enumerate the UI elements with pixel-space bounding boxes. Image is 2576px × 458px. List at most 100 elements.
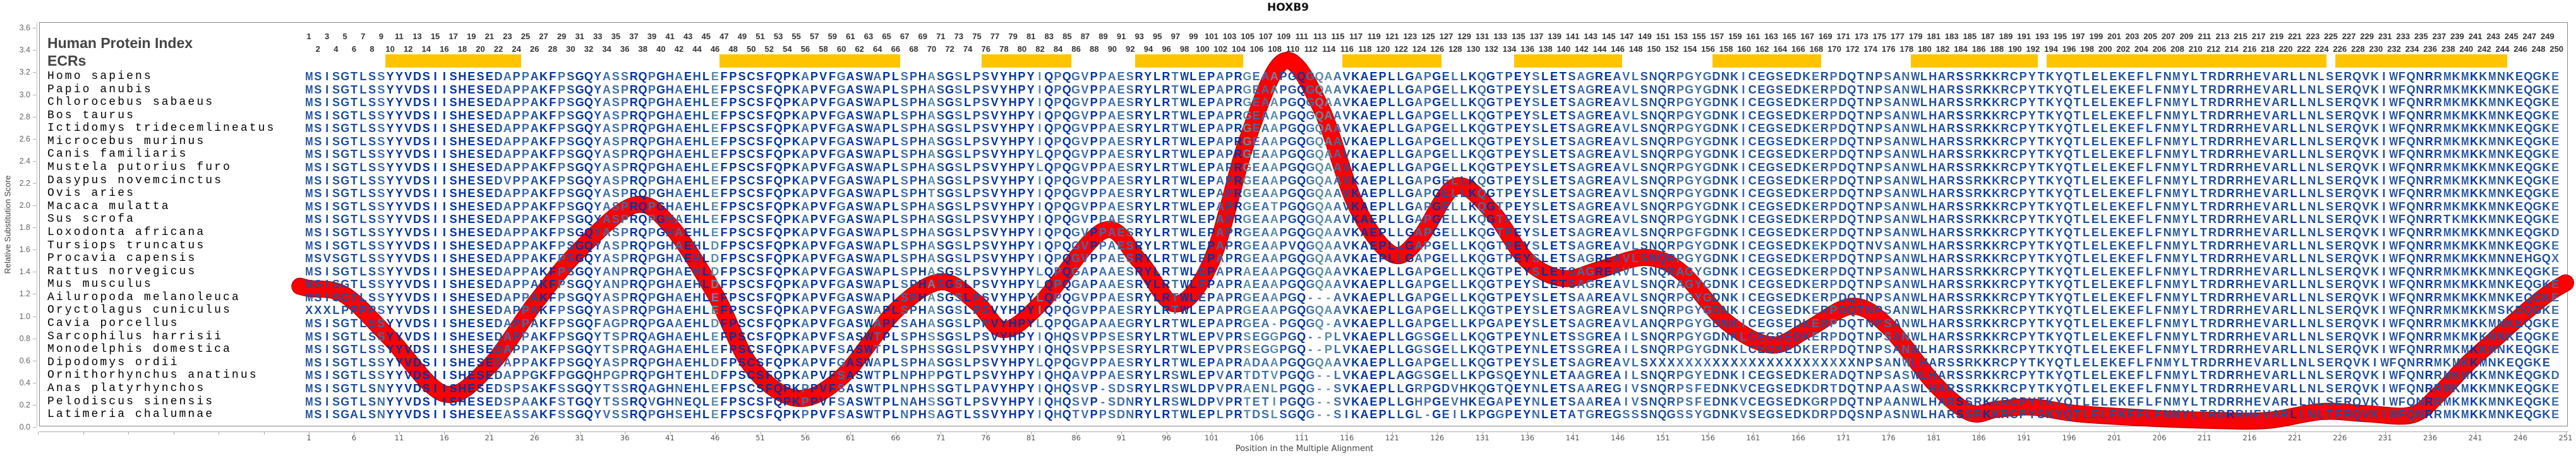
residue: T — [2073, 226, 2081, 239]
residue: N — [2496, 174, 2505, 187]
residue: M — [2443, 226, 2452, 239]
residue: A — [1261, 278, 1270, 291]
residue: G — [1685, 187, 1694, 200]
residue: Y — [1026, 122, 1035, 135]
residue: T — [1559, 187, 1567, 200]
residue: H — [918, 70, 927, 83]
residue: Q — [2063, 239, 2073, 252]
residue: L — [1920, 265, 1927, 278]
residue: V — [1342, 252, 1351, 265]
residue: S — [1532, 252, 1540, 265]
residue: Q — [584, 70, 593, 83]
position-number: 72 — [945, 44, 954, 54]
residue: M — [2461, 239, 2469, 252]
position-number: 45 — [701, 32, 711, 41]
residue: L — [2299, 213, 2306, 226]
residue: K — [2118, 135, 2127, 148]
residue: L — [1189, 187, 1197, 200]
residue: K — [2118, 70, 2127, 83]
residue: L — [964, 122, 972, 135]
residue: S — [1126, 83, 1134, 96]
position-number: 59 — [828, 32, 838, 41]
residue: Y — [386, 252, 394, 265]
residue: Q — [584, 265, 593, 278]
residue: F — [765, 161, 773, 174]
residue: A — [1360, 252, 1369, 265]
residue: Q — [2406, 278, 2416, 291]
residue: P — [1279, 96, 1287, 109]
position-number: 169 — [1818, 32, 1833, 41]
residue: A — [2271, 70, 2280, 83]
residue: A — [1261, 161, 1270, 174]
residue: Y — [999, 226, 1008, 239]
residue: E — [1441, 239, 1450, 252]
residue: D — [1712, 252, 1721, 265]
residue: E — [2253, 226, 2261, 239]
residue: Q — [2524, 83, 2533, 96]
residue: S — [332, 252, 340, 265]
residue: V — [1081, 96, 1089, 109]
residue: Q — [1062, 70, 1071, 83]
residue: L — [1541, 161, 1549, 174]
residue: G — [340, 226, 350, 239]
residue: S — [422, 122, 430, 135]
residue: L — [359, 109, 367, 122]
residue: P — [558, 304, 566, 317]
residue: E — [1252, 135, 1260, 148]
residue: P — [647, 187, 656, 200]
x-tick-label: 206 — [2152, 433, 2167, 442]
residue: R — [2001, 135, 2009, 148]
residue: S — [567, 187, 575, 200]
residue: H — [692, 252, 701, 265]
position-number: 175 — [1872, 32, 1887, 41]
position-number: 204 — [2134, 44, 2148, 54]
position-number: 93 — [1135, 32, 1144, 41]
residue: Y — [395, 278, 403, 291]
residue: P — [909, 213, 917, 226]
residue: P — [1424, 213, 1432, 226]
residue: A — [1893, 200, 1901, 213]
residue: A — [2271, 161, 2280, 174]
residue: L — [2290, 83, 2297, 96]
residue: L — [359, 239, 367, 252]
residue: P — [1054, 109, 1062, 122]
residue: T — [928, 187, 936, 200]
residue: L — [1541, 252, 1549, 265]
residue: L — [1460, 70, 1467, 83]
residue: V — [2362, 109, 2370, 122]
residue: G — [1306, 161, 1315, 174]
residue: L — [2299, 174, 2306, 187]
residue: E — [711, 161, 719, 174]
residue: A — [1937, 252, 1946, 265]
residue: E — [1441, 83, 1450, 96]
residue: S — [422, 265, 430, 278]
position-number: 35 — [611, 32, 621, 41]
residue: F — [549, 265, 557, 278]
position-number: 195 — [2053, 32, 2067, 41]
residue: S — [332, 239, 340, 252]
residue: P — [783, 278, 791, 291]
residue: K — [2452, 291, 2460, 304]
residue: F — [720, 226, 728, 239]
residue: F — [2136, 200, 2144, 213]
residue: E — [683, 122, 692, 135]
residue: K — [2506, 291, 2515, 304]
residue: L — [2100, 187, 2108, 200]
residue: R — [1135, 200, 1143, 213]
residue: L — [702, 122, 710, 135]
residue: L — [1451, 96, 1459, 109]
residue: W — [1911, 278, 1920, 291]
residue: Q — [2063, 122, 2073, 135]
residue: T — [1857, 109, 1865, 122]
residue: E — [2551, 265, 2560, 278]
residue: N — [2416, 135, 2424, 148]
residue: G — [1702, 135, 1712, 148]
residue: N — [1901, 213, 1910, 226]
residue: D — [1712, 122, 1721, 135]
residue: Q — [2541, 252, 2551, 265]
residue: E — [1117, 278, 1125, 291]
residue: K — [2542, 148, 2551, 161]
residue: S — [855, 83, 864, 96]
residue: R — [2434, 96, 2443, 109]
residue: A — [1360, 122, 1369, 135]
